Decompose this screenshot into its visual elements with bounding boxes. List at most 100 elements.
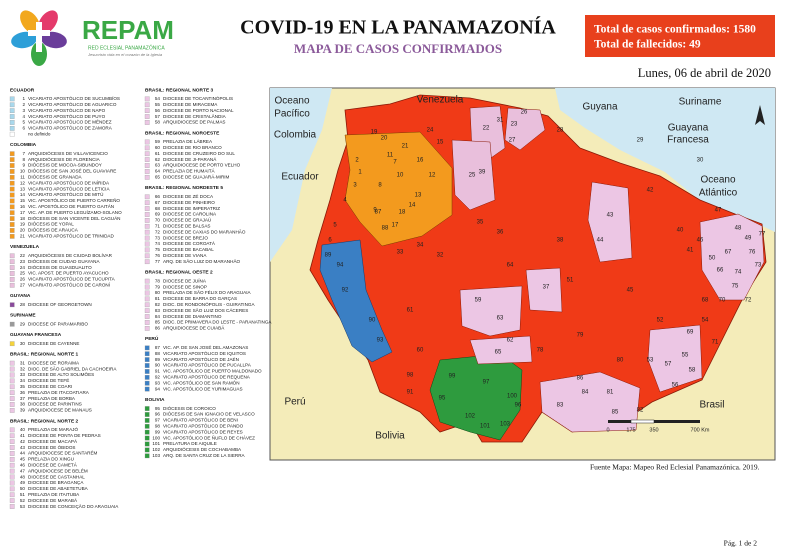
legend-swatch — [9, 265, 15, 270]
legend-swatch — [9, 180, 15, 186]
region-number: 25 — [469, 173, 476, 179]
legend-name: VICARIATO APOSTÓLICO DE BENI — [163, 417, 238, 423]
legend-number: 50 — [20, 486, 26, 491]
legend-swatch — [144, 229, 150, 235]
region-number: 19 — [371, 130, 378, 136]
legend-number: 57 — [155, 114, 161, 119]
legend-name: VICARIATO APOSTÓLICO DE ZAMORA — [28, 125, 113, 131]
region-number: 100 — [507, 394, 518, 400]
legend-name: VICARIATO APOSTÓLICO DE PUYO — [28, 113, 106, 119]
legend-number: 62 — [155, 157, 161, 162]
region-number: 88 — [382, 226, 389, 232]
legend-number: 2 — [22, 102, 25, 107]
scale-label: 350 — [649, 427, 658, 433]
region-number: 73 — [755, 263, 762, 269]
region-number: 12 — [429, 173, 436, 179]
legend-name: PRELAZIA DE BORBA — [28, 396, 76, 401]
legend-name: DIOCESE DE JI-PARANÁ — [163, 156, 217, 162]
place-name: Colombia — [274, 130, 317, 141]
legend-name: DIÓCESIS DE YOPAL — [28, 221, 74, 227]
legend-heading: BRASIL: REGIONAL OESTE 2 — [145, 270, 213, 276]
region-number: 13 — [415, 193, 422, 199]
legend-swatch — [144, 374, 150, 380]
legend-number: 39 — [20, 408, 26, 413]
region-number: 102 — [465, 414, 476, 420]
legend-number: 74 — [155, 241, 161, 246]
region-number: 44 — [597, 238, 604, 244]
legend-name: DIOCESE DE ÓBIDOS — [28, 444, 75, 450]
region-number: 57 — [665, 362, 672, 368]
legend-name: VICARIATO APOSTÓLICO DE NAPO — [28, 107, 106, 113]
legend-number: 11 — [20, 175, 25, 180]
legend-name: ARQUIDIÓCESIS DE VILLAVICENCIO — [28, 150, 108, 156]
legend-number: 31 — [20, 360, 26, 365]
place-name: Oceano — [274, 96, 309, 107]
legend-heading: SURINAME — [10, 313, 36, 319]
legend-number: 72 — [155, 229, 161, 234]
legend-name: VIC. APOSTÓLICO DE YURIMAGUAS — [163, 385, 243, 391]
legend-name: DIÓCESIS DE GUASDUALITO — [28, 264, 92, 270]
legend-swatch — [144, 435, 150, 441]
legend-swatch — [144, 235, 150, 241]
stat-cases: Total de casos confirmados: 1580 — [594, 24, 756, 36]
legend-name: DIOCESE DE TOCANTINÓPOLIS — [163, 95, 233, 101]
legend-number: 79 — [155, 284, 161, 289]
legend-name: DIOCESE DE COROATÁ — [163, 240, 216, 246]
legend-heading: VENEZUELA — [10, 244, 40, 250]
legend-swatch — [9, 271, 15, 276]
legend-name: VIC. AP. DE SAN JOSÉ DEL AMAZONAS — [163, 344, 248, 350]
legend-name: DIOCESE DE IMPERATRIZ — [163, 206, 220, 211]
legend-name: PRELAZIA DE HUMAITÁ — [163, 168, 215, 174]
legend-heading: BRASIL: REGIONAL NOROESTE — [145, 130, 220, 136]
region-number: 15 — [437, 140, 444, 146]
region-number: 68 — [702, 298, 709, 304]
legend-name: DIOCESE DE CASTANHAL — [28, 474, 85, 479]
place-name: Ecuador — [281, 172, 319, 183]
place-name: Pacífico — [274, 109, 310, 120]
legend-number: 43 — [20, 445, 26, 450]
map-source: Fuente Mapa: Mapeo Red Eclesial Panamazó… — [590, 463, 760, 472]
legend-number: 38 — [20, 402, 26, 407]
legend-number: 36 — [20, 390, 26, 395]
legend-name: DIOCESE DE CAYENNE — [28, 341, 79, 346]
legend-number: 75 — [155, 247, 161, 252]
legend-number: 46 — [20, 462, 26, 467]
legend-number: 42 — [20, 439, 26, 444]
legend-number: 70 — [155, 218, 161, 223]
legend-name: DIOC. DE PRIMAVERA DO LESTE - PARANATING… — [163, 320, 272, 325]
place-name: Guayana — [668, 123, 709, 134]
legend-number: 59 — [155, 139, 161, 144]
legend-swatch — [144, 114, 150, 119]
legend-name: DIOCESE DE ALTO SOLIMÕES — [28, 371, 94, 377]
legend: ECUADOR 1 VICARIATO APOSTÓLICO DE SUCUMBÍO… — [9, 87, 272, 509]
legend-name: VICARIATO APOSTÓLICO DE IQUITOS — [163, 350, 246, 356]
legend-swatch — [144, 447, 150, 453]
legend-number: 4 — [22, 114, 25, 119]
legend-name: VICARIATO APOSTÓLICO DE REQUENA — [163, 374, 251, 380]
legend-swatch — [9, 433, 15, 439]
region-number: 71 — [712, 340, 719, 346]
legend-swatch — [9, 174, 15, 180]
legend-number: 45 — [20, 457, 26, 462]
region-number: 53 — [647, 358, 654, 364]
legend-swatch — [144, 386, 150, 392]
legend-name: VICARIATO APOSTÓLICO DE REYES — [163, 428, 243, 434]
region-number: 92 — [342, 288, 349, 294]
legend-number: 9 — [22, 163, 25, 168]
legend-swatch — [144, 194, 150, 200]
region-number: 58 — [689, 368, 696, 374]
legend-name: DIOCESE DE CAROLINA — [163, 212, 217, 217]
region-number: 7 — [393, 160, 397, 166]
legend-number: 26 — [20, 277, 26, 282]
legend-swatch — [9, 120, 15, 125]
region-number: 98 — [407, 373, 414, 379]
legend-swatch — [9, 102, 15, 108]
legend-number: 61 — [155, 151, 161, 156]
legend-name: VIC. APOSTÓLICO DE ÑUFLO DE CHÁVEZ — [163, 434, 255, 440]
region-number: 69 — [687, 330, 694, 336]
legend-number: 21 — [20, 234, 26, 239]
legend-name: DIOCESE DE SÃO LUIZ DOS CÁCERES — [163, 307, 248, 313]
legend-name: PRELAZIA DE ITACOATIARA — [28, 390, 90, 395]
region-number: 41 — [687, 248, 694, 254]
map — [269, 87, 776, 461]
